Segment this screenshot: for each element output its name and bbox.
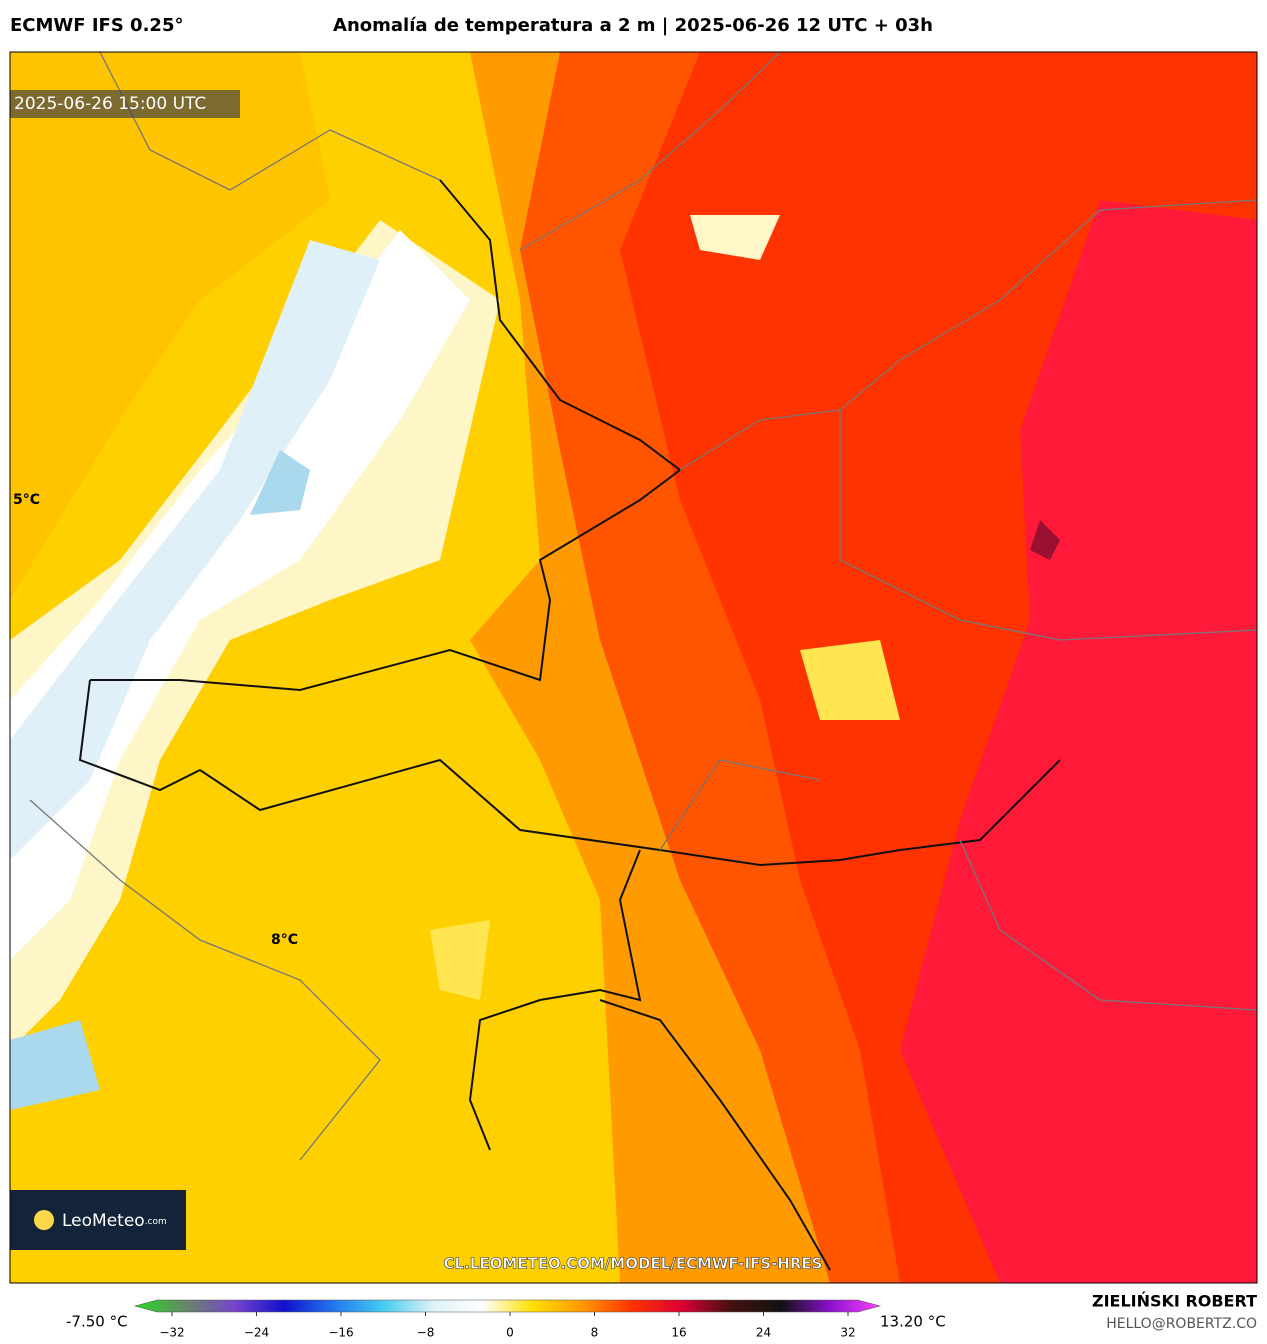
map-area: 2025-06-26 15:00 UTC 5°C 8°C LeoMeteo.co… — [10, 52, 1257, 1283]
field-label: 8°C — [271, 932, 298, 948]
border — [78, 179, 1061, 1271]
field — [10, 450, 310, 1110]
colorbar-tick-label: 16 — [671, 1326, 686, 1340]
source-url: CL.LEOMETEO.COM/MODEL/ECMWF-IFS-HRES — [444, 1255, 823, 1273]
field — [1030, 520, 1060, 560]
timestamp: 2025-06-26 15:00 UTC — [14, 94, 206, 114]
field — [10, 240, 380, 860]
colorbar — [133, 1299, 882, 1313]
colorbar-tick-label: −8 — [417, 1326, 435, 1340]
colorbar-tick-label: −24 — [244, 1326, 269, 1340]
logo-sun — [34, 1210, 54, 1230]
colorbar-tick-label: 32 — [840, 1326, 855, 1340]
timestamp-box — [10, 90, 240, 118]
email: HELLO@ROBERTZ.CO — [1106, 1316, 1257, 1332]
field — [690, 215, 780, 260]
field-label: 5°C — [13, 492, 40, 508]
field — [900, 200, 1257, 1283]
border — [29, 52, 1257, 1161]
logo-name: LeoMeteo — [62, 1211, 145, 1231]
author: ZIELIŃSKI ROBERT — [1092, 1292, 1257, 1311]
colorbar-tick-label: 0 — [506, 1326, 514, 1340]
colorbar-min: -7.50 °C — [66, 1313, 128, 1331]
field — [10, 230, 470, 960]
colorbar-tick-label: 24 — [756, 1326, 771, 1340]
colorbar-tick-label: −32 — [159, 1326, 184, 1340]
colorbar-tick-label: 8 — [591, 1326, 599, 1340]
colorbar-tick-label: −16 — [328, 1326, 353, 1340]
logo-text: LeoMeteo.com — [62, 1211, 167, 1231]
map-title: Anomalía de temperatura a 2 m | 2025-06-… — [333, 15, 933, 36]
map-frame — [9, 51, 1258, 1284]
model-name: ECMWF IFS 0.25° — [10, 15, 183, 36]
colorbar-max: 13.20 °C — [880, 1313, 946, 1331]
field — [430, 640, 900, 1000]
logo-suffix: .com — [145, 1217, 167, 1227]
field — [10, 52, 330, 600]
